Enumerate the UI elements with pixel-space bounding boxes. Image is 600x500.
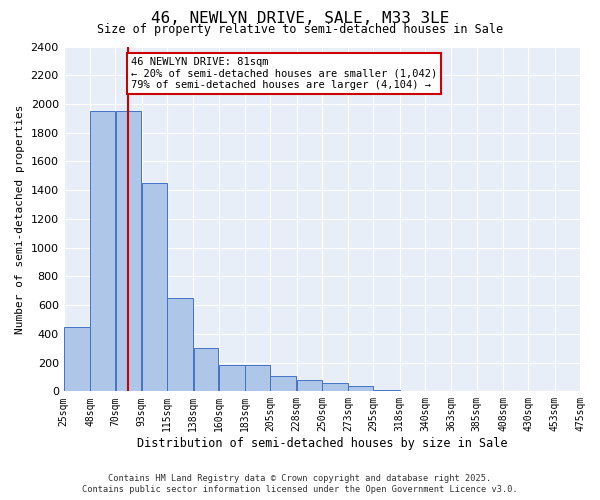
Bar	[245, 365, 270, 392]
Bar	[91, 111, 115, 392]
Bar	[142, 183, 167, 392]
Bar	[64, 326, 90, 392]
Bar	[322, 382, 348, 392]
Bar	[116, 111, 142, 392]
Bar	[297, 380, 322, 392]
Text: Size of property relative to semi-detached houses in Sale: Size of property relative to semi-detach…	[97, 22, 503, 36]
Bar	[167, 298, 193, 392]
Text: 46 NEWLYN DRIVE: 81sqm
← 20% of semi-detached houses are smaller (1,042)
79% of : 46 NEWLYN DRIVE: 81sqm ← 20% of semi-det…	[131, 57, 437, 90]
Bar	[349, 386, 373, 392]
Bar	[194, 348, 218, 392]
Bar	[374, 390, 400, 392]
Text: Contains HM Land Registry data © Crown copyright and database right 2025.
Contai: Contains HM Land Registry data © Crown c…	[82, 474, 518, 494]
Text: 46, NEWLYN DRIVE, SALE, M33 3LE: 46, NEWLYN DRIVE, SALE, M33 3LE	[151, 11, 449, 26]
Y-axis label: Number of semi-detached properties: Number of semi-detached properties	[15, 104, 25, 334]
X-axis label: Distribution of semi-detached houses by size in Sale: Distribution of semi-detached houses by …	[137, 437, 507, 450]
Bar	[271, 376, 296, 392]
Bar	[219, 365, 245, 392]
Bar	[400, 390, 425, 392]
